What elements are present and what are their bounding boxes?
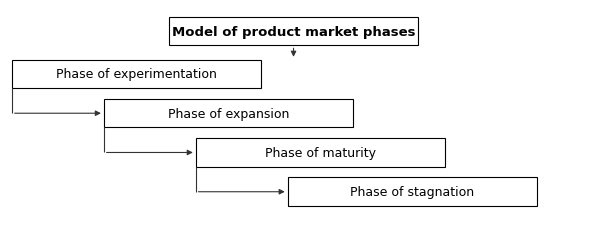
FancyBboxPatch shape xyxy=(288,178,537,206)
Text: Phase of expansion: Phase of expansion xyxy=(168,107,289,120)
Text: Phase of experimentation: Phase of experimentation xyxy=(56,68,217,81)
Text: Model of product market phases: Model of product market phases xyxy=(172,25,415,38)
Text: Phase of stagnation: Phase of stagnation xyxy=(350,185,474,198)
FancyBboxPatch shape xyxy=(104,100,353,128)
FancyBboxPatch shape xyxy=(169,18,418,46)
FancyBboxPatch shape xyxy=(12,61,261,89)
FancyBboxPatch shape xyxy=(196,139,445,167)
Text: Phase of maturity: Phase of maturity xyxy=(264,146,376,159)
